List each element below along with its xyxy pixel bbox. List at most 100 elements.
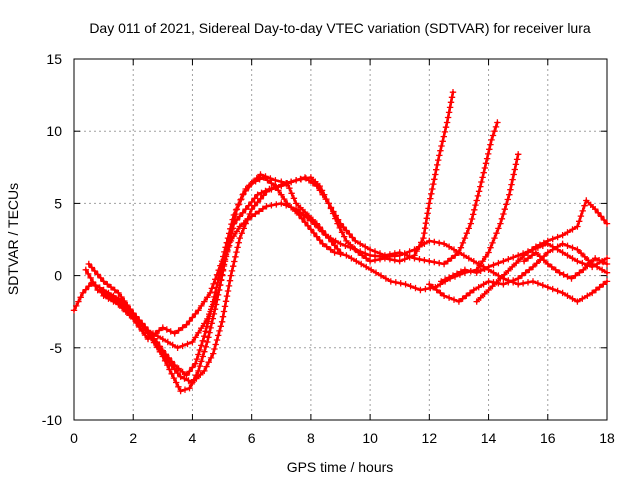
data-point (502, 260, 505, 263)
data-point (487, 265, 490, 269)
data-point (487, 280, 490, 283)
data-point (185, 323, 188, 326)
data-point (235, 208, 239, 211)
data-point (309, 228, 313, 231)
y-tick-label: 0 (54, 268, 62, 284)
series-plus-markers (82, 89, 457, 395)
data-point (422, 236, 425, 240)
data-point (209, 291, 212, 295)
data-point (87, 262, 91, 266)
data-point (445, 121, 449, 124)
data-point (517, 277, 520, 280)
data-point (327, 202, 330, 205)
data-point (220, 320, 224, 323)
data-point (354, 239, 357, 243)
x-tick-label: 14 (481, 430, 497, 446)
series-sat-h (438, 240, 611, 285)
data-point (327, 236, 330, 240)
data-point (220, 260, 224, 263)
data-point (481, 176, 484, 179)
data-point (457, 300, 461, 303)
data-point (274, 179, 277, 182)
data-point (451, 91, 455, 94)
series-plus-markers (473, 197, 611, 305)
data-point (487, 251, 490, 254)
data-point (451, 274, 455, 277)
chart-title: Day 011 of 2021, Sidereal Day-to-day VTE… (89, 20, 591, 36)
y-tick-label: 5 (54, 195, 62, 211)
data-point (534, 251, 538, 254)
data-point (244, 208, 247, 211)
data-point (309, 176, 313, 179)
data-point (191, 340, 194, 344)
y-axis-label: SDTVAR / TECUs (5, 183, 21, 295)
data-point (546, 286, 549, 289)
series-plus-markers (85, 171, 344, 351)
data-point (345, 254, 348, 257)
x-tick-label: 6 (248, 430, 256, 446)
data-point (428, 239, 431, 243)
data-point (605, 262, 609, 266)
x-tick-label: 4 (189, 430, 197, 446)
data-point (508, 193, 511, 196)
x-tick-label: 2 (129, 430, 137, 446)
data-point (398, 260, 401, 263)
data-point (502, 283, 505, 286)
y-tick-label: -10 (42, 412, 62, 428)
data-point (256, 193, 259, 196)
data-point (389, 280, 392, 283)
data-point (428, 260, 431, 263)
data-point (546, 262, 549, 266)
y-tick-label: 15 (46, 51, 62, 67)
data-point (170, 372, 173, 375)
data-point (212, 352, 215, 355)
data-point (605, 280, 609, 283)
data-point (286, 202, 289, 205)
data-point (487, 288, 490, 292)
series-sat-b (82, 89, 457, 395)
data-point (576, 225, 579, 228)
data-point (546, 251, 549, 254)
data-point (244, 187, 247, 191)
data-point (259, 173, 262, 176)
data-point (472, 260, 475, 263)
data-point (345, 239, 348, 243)
data-point (561, 251, 564, 254)
data-point (576, 300, 579, 303)
data-point (413, 248, 416, 251)
x-tick-label: 18 (599, 430, 615, 446)
y-tick-label: 10 (46, 123, 62, 139)
data-point (517, 283, 520, 286)
data-point (419, 288, 422, 292)
data-point (117, 291, 120, 295)
data-point (229, 274, 233, 277)
series-sat-e (85, 171, 344, 351)
data-point (84, 268, 88, 271)
data-point (102, 280, 105, 283)
x-tick-label: 16 (540, 430, 556, 446)
data-point (428, 202, 431, 205)
data-point (303, 210, 307, 214)
data-point (511, 265, 514, 269)
series-sat-g (473, 197, 611, 305)
data-point (357, 251, 360, 254)
data-point (531, 248, 535, 251)
data-point (594, 208, 597, 211)
data-point (517, 254, 520, 257)
data-point (197, 309, 200, 312)
data-point (333, 251, 336, 254)
data-point (161, 326, 164, 329)
data-point (294, 202, 298, 205)
data-point (442, 262, 446, 266)
axis-ticks: 0 2 4 6 8 10 12 14 16 18 -10 -5 0 5 10 15 (42, 51, 615, 446)
data-point (561, 234, 564, 237)
data-point (176, 346, 179, 349)
grid (74, 59, 607, 420)
data-point (146, 337, 150, 341)
data-point (499, 277, 502, 280)
data-point (576, 248, 579, 251)
data-point (250, 215, 253, 218)
series-trace (522, 251, 609, 280)
data-point (191, 381, 194, 384)
